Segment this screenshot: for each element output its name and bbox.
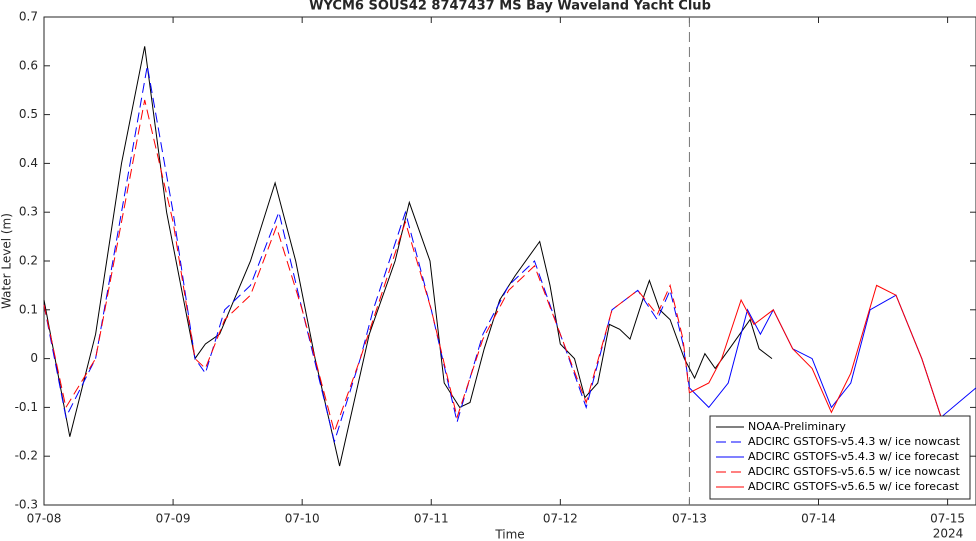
series-line [689, 284, 942, 418]
series-line [43, 65, 690, 444]
y-axis-label: Water Level (m) [0, 213, 14, 309]
y-tick-label: 0.5 [19, 107, 38, 121]
legend-label: ADCIRC GSTOFS-v5.6.5 w/ ice forecast [748, 480, 960, 493]
legend-label: ADCIRC GSTOFS-v5.6.5 w/ ice nowcast [748, 465, 961, 478]
legend-box [709, 415, 971, 500]
y-tick-label: 0.7 [19, 10, 38, 24]
x-tick-label: 07-13 [672, 512, 707, 526]
y-tick-label: -0.2 [15, 449, 38, 463]
y-tick-label: 0.1 [19, 302, 38, 316]
x-year-label: 2024 [933, 527, 964, 541]
y-tick-label: -0.1 [15, 400, 38, 414]
series-line [43, 46, 773, 467]
x-tick-label: 07-08 [27, 512, 62, 526]
x-axis-label: Time [494, 528, 524, 541]
series-line [43, 99, 690, 434]
x-tick-label: 07-15 [930, 512, 965, 526]
x-tick-label: 07-09 [156, 512, 191, 526]
y-tick-label: 0.6 [19, 58, 38, 72]
x-tick-label: 07-11 [414, 512, 449, 526]
x-tick-label: 07-14 [801, 512, 836, 526]
y-tick-label: -0.3 [15, 498, 38, 512]
y-tick-label: 0 [30, 351, 38, 365]
x-tick-label: 07-10 [285, 512, 320, 526]
y-tick-label: 0.2 [19, 254, 38, 268]
legend-label: ADCIRC GSTOFS-v5.4.3 w/ ice forecast [748, 450, 960, 463]
legend-label: NOAA-Preliminary [748, 420, 846, 433]
x-tick-label: 07-12 [543, 512, 578, 526]
y-tick-label: 0.4 [19, 156, 38, 170]
legend-label: ADCIRC GSTOFS-v5.4.3 w/ ice nowcast [748, 435, 961, 448]
chart-title: WYCM6 SOUS42 8747437 MS Bay Waveland Yac… [309, 0, 711, 14]
y-tick-label: 0.3 [19, 205, 38, 219]
